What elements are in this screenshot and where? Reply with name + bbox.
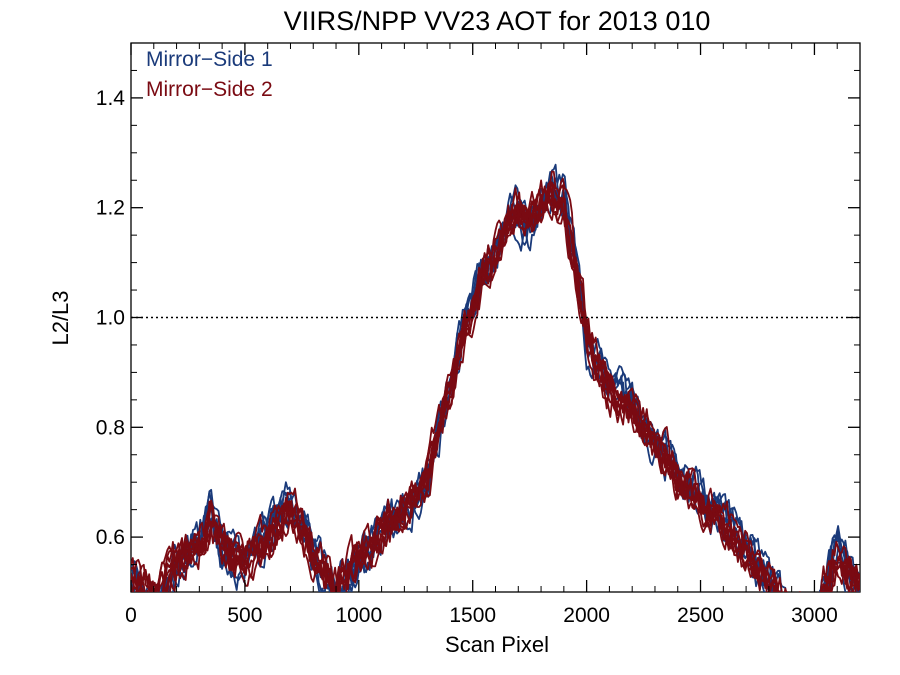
plot-frame: [130, 42, 861, 593]
chart-title: VIIRS/NPP VV23 AOT for 2013 010: [284, 6, 711, 36]
series-line-1-trace-1: [131, 184, 860, 592]
series-line-2-trace-8: [131, 191, 860, 592]
y-tick-label: 0.6: [96, 526, 125, 549]
legend-mirror-side-2: Mirror−Side 2: [146, 78, 273, 101]
x-tick-label: 0: [125, 604, 137, 627]
x-tick-label: 3000: [791, 604, 838, 627]
y-tick-label: 1.4: [96, 87, 126, 110]
x-tick-label: 500: [227, 604, 262, 627]
x-tick-label: 1000: [335, 604, 382, 627]
ticks-layer: 0 500 1000 1500 2000 2500 3000 0.6 0.8 1.0 1.2 1.4: [96, 43, 860, 627]
y-tick-label: 1.0: [96, 307, 125, 330]
y-axis-label: L2/L3: [48, 290, 73, 345]
legend-mirror-side-1: Mirror−Side 1: [146, 48, 273, 71]
series-line-2-trace-6: [131, 180, 860, 592]
y-tick-label: 0.8: [96, 416, 125, 439]
x-tick-label: 2000: [563, 604, 610, 627]
y-tick-label: 1.2: [96, 197, 125, 220]
x-axis-label: Scan Pixel: [445, 632, 549, 657]
legend: Mirror−Side 1 Mirror−Side 2: [146, 48, 273, 101]
x-tick-label: 2500: [677, 604, 724, 627]
x-tick-label: 1500: [449, 604, 496, 627]
series-layer: [131, 163, 860, 592]
